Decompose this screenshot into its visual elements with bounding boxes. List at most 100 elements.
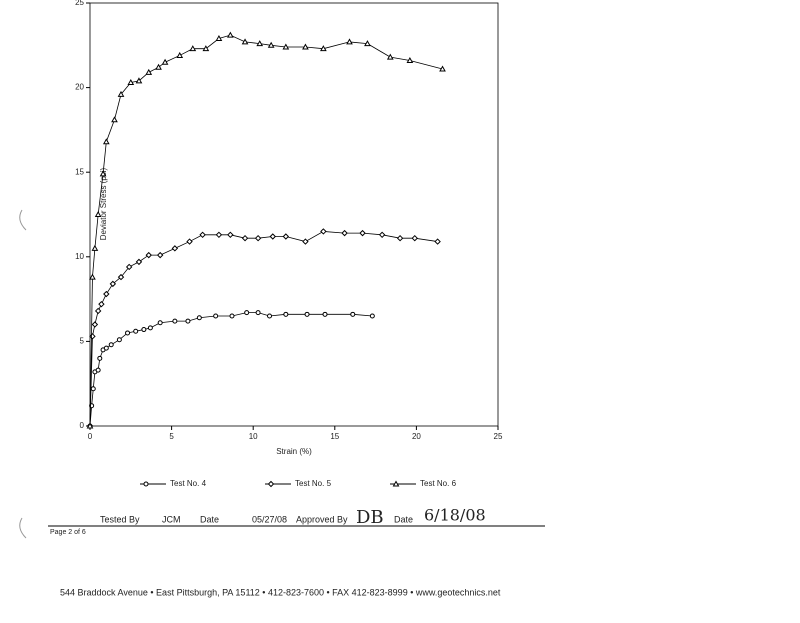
data-point — [109, 280, 117, 288]
x-tick-label: 0 — [88, 432, 93, 441]
data-point — [396, 234, 404, 242]
data-point — [359, 229, 366, 237]
data-point — [90, 386, 96, 392]
signature-date: 6/18/08 — [424, 506, 486, 525]
data-point — [103, 290, 110, 298]
data-point — [320, 45, 327, 52]
data-point — [89, 273, 96, 280]
data-point — [127, 78, 135, 86]
data-point — [141, 327, 147, 333]
data-point — [86, 422, 94, 429]
data-point — [341, 229, 348, 237]
data-point — [145, 68, 153, 75]
y-tick-label: 0 — [80, 421, 85, 430]
data-point — [350, 311, 356, 317]
data-point — [346, 38, 353, 45]
footer-label: Date — [200, 514, 219, 524]
footer-label: Tested By — [100, 514, 140, 524]
y-tick-label: 25 — [75, 0, 84, 7]
data-point — [227, 31, 234, 38]
footer-label: Date — [394, 514, 413, 524]
data-point — [241, 38, 249, 45]
y-tick-label: 15 — [75, 167, 84, 176]
series-line — [89, 312, 373, 427]
data-point — [406, 56, 414, 64]
data-point — [215, 231, 223, 239]
data-point — [125, 330, 131, 336]
data-point — [439, 65, 446, 72]
data-point — [116, 337, 122, 343]
legend-label: Test No. 4 — [170, 479, 207, 488]
data-point — [254, 234, 262, 242]
data-point — [411, 234, 418, 242]
y-axis-label: Deviator Stress (psi) — [99, 167, 108, 240]
y-tick-label: 10 — [75, 252, 84, 261]
data-point — [267, 313, 273, 319]
data-point — [256, 40, 264, 47]
data-point — [302, 238, 309, 245]
data-point — [111, 116, 118, 123]
data-point — [98, 300, 105, 308]
data-point — [189, 45, 197, 52]
signature: DB — [356, 507, 384, 528]
data-point — [145, 251, 152, 259]
data-point — [229, 313, 235, 319]
data-point — [161, 58, 169, 65]
data-point — [269, 233, 276, 240]
data-point — [282, 43, 290, 50]
legend-label: Test No. 5 — [295, 479, 332, 488]
data-point — [135, 77, 143, 84]
data-point — [282, 233, 290, 240]
data-point — [103, 345, 109, 351]
footer-value: JCM — [162, 514, 181, 524]
punch-hole — [19, 209, 27, 231]
page-number: Page 2 of 6 — [50, 529, 86, 536]
data-point — [320, 228, 327, 235]
data-point — [186, 238, 193, 245]
data-point — [267, 41, 275, 48]
punch-hole — [19, 517, 27, 539]
data-point — [94, 210, 102, 217]
data-point — [202, 45, 210, 52]
data-point — [322, 311, 328, 317]
data-point — [91, 321, 99, 328]
x-axis-label: Strain (%) — [276, 447, 312, 456]
x-tick-label: 10 — [249, 432, 258, 441]
data-point — [176, 51, 184, 58]
legend-marker — [392, 480, 400, 487]
data-point — [369, 313, 375, 319]
y-tick-label: 20 — [75, 83, 84, 92]
x-tick-label: 5 — [169, 432, 174, 441]
data-point — [302, 43, 309, 50]
address: 544 Braddock Avenue • East Pittsburgh, P… — [60, 587, 501, 597]
data-point — [99, 170, 107, 177]
data-point — [156, 251, 164, 259]
legend-label: Test No. 6 — [420, 479, 457, 488]
data-point — [172, 318, 178, 324]
data-point — [196, 315, 202, 321]
plot-frame — [89, 2, 499, 427]
data-point — [255, 310, 261, 316]
data-point — [215, 35, 223, 42]
data-point — [304, 311, 310, 317]
y-tick-label: 5 — [80, 337, 85, 346]
data-point — [364, 40, 371, 47]
data-point — [157, 320, 163, 326]
data-point — [171, 245, 179, 252]
footer-value: 05/27/08 — [252, 514, 287, 524]
data-point — [213, 313, 219, 319]
data-point — [133, 328, 139, 334]
data-point — [125, 263, 133, 271]
data-point — [89, 333, 96, 340]
legend-marker — [143, 481, 149, 487]
data-point — [117, 90, 125, 97]
data-point — [95, 367, 101, 373]
x-tick-label: 15 — [330, 432, 339, 441]
data-point — [91, 244, 99, 251]
data-point — [147, 325, 153, 331]
data-point — [94, 307, 102, 315]
data-point — [199, 231, 206, 239]
data-point — [155, 63, 162, 70]
